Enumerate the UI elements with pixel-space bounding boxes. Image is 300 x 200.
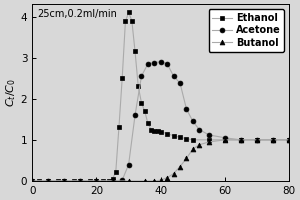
Ethanol — [185, 137, 188, 140]
Acetone — [63, 180, 66, 182]
Ethanol — [114, 171, 118, 173]
Acetone — [255, 139, 259, 141]
Ethanol — [159, 130, 163, 133]
Ethanol — [111, 178, 114, 180]
Butanol — [127, 180, 130, 182]
Ethanol — [140, 102, 143, 104]
Ethanol — [95, 180, 98, 182]
Acetone — [207, 134, 211, 136]
Ethanol — [37, 180, 40, 182]
Butanol — [165, 176, 169, 179]
Butanol — [95, 180, 98, 182]
Acetone — [223, 137, 227, 139]
Ethanol — [172, 135, 175, 137]
Acetone — [165, 63, 169, 65]
Ethanol — [133, 50, 137, 53]
Acetone — [111, 180, 114, 182]
Ethanol — [56, 180, 60, 182]
Legend: Ethanol, Acetone, Butanol: Ethanol, Acetone, Butanol — [208, 9, 284, 52]
Ethanol — [223, 139, 227, 141]
Butanol — [223, 139, 227, 141]
Ethanol — [287, 139, 291, 141]
Acetone — [172, 75, 175, 77]
Acetone — [191, 120, 195, 123]
Line: Butanol: Butanol — [30, 137, 292, 183]
Butanol — [255, 139, 259, 141]
Ethanol — [127, 11, 130, 14]
Ethanol — [272, 139, 275, 141]
Butanol — [111, 180, 114, 182]
Acetone — [133, 114, 137, 116]
Butanol — [272, 139, 275, 141]
Ethanol — [239, 139, 243, 141]
Acetone — [120, 179, 124, 181]
Butanol — [159, 179, 163, 181]
Ethanol — [178, 136, 182, 139]
Ethanol — [107, 180, 111, 182]
Ethanol — [46, 180, 50, 182]
Text: 25cm,0.2ml/min: 25cm,0.2ml/min — [38, 9, 117, 19]
Ethanol — [63, 180, 66, 182]
Ethanol — [88, 180, 92, 182]
Acetone — [146, 63, 150, 65]
Ethanol — [117, 125, 121, 128]
Acetone — [197, 128, 201, 131]
Butanol — [207, 141, 211, 143]
Acetone — [152, 61, 156, 64]
Ethanol — [101, 180, 105, 182]
Acetone — [159, 61, 163, 63]
Ethanol — [130, 19, 134, 22]
Acetone — [272, 139, 275, 141]
Acetone — [239, 139, 243, 141]
Butanol — [197, 144, 201, 146]
Butanol — [172, 172, 175, 175]
Acetone — [185, 108, 188, 110]
Butanol — [191, 148, 195, 150]
Butanol — [143, 180, 146, 182]
Acetone — [46, 180, 50, 182]
Acetone — [287, 139, 291, 141]
Ethanol — [124, 20, 127, 23]
Y-axis label: $C_t/C_0$: $C_t/C_0$ — [4, 78, 18, 107]
Ethanol — [30, 180, 34, 182]
Butanol — [79, 180, 82, 182]
Butanol — [46, 180, 50, 182]
Ethanol — [152, 130, 156, 132]
Butanol — [152, 180, 156, 182]
Ethanol — [146, 122, 150, 125]
Ethanol — [136, 85, 140, 88]
Acetone — [79, 180, 82, 182]
Line: Acetone: Acetone — [30, 59, 292, 183]
Butanol — [178, 165, 182, 168]
Butanol — [63, 180, 66, 182]
Acetone — [127, 163, 130, 166]
Ethanol — [79, 180, 82, 182]
Ethanol — [255, 139, 259, 141]
Butanol — [239, 139, 243, 141]
Acetone — [140, 75, 143, 77]
Ethanol — [156, 130, 159, 132]
Butanol — [185, 157, 188, 160]
Ethanol — [165, 132, 169, 135]
Acetone — [95, 180, 98, 182]
Butanol — [287, 139, 291, 141]
Acetone — [30, 180, 34, 182]
Ethanol — [149, 128, 153, 131]
Acetone — [178, 82, 182, 84]
Line: Ethanol: Ethanol — [30, 10, 292, 183]
Ethanol — [191, 139, 195, 141]
Ethanol — [72, 180, 76, 182]
Ethanol — [120, 77, 124, 79]
Ethanol — [207, 139, 211, 141]
Butanol — [30, 180, 34, 182]
Ethanol — [143, 110, 146, 112]
